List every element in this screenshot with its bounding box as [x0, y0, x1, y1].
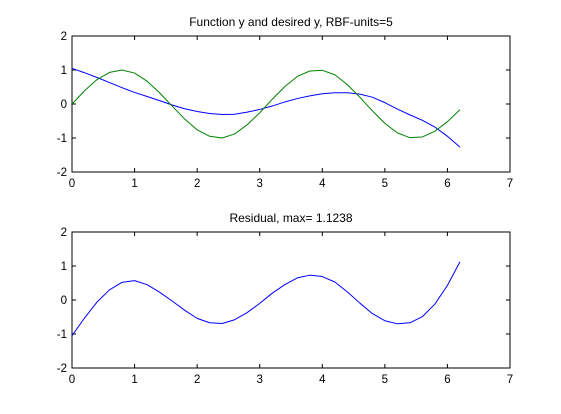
x-tick-label: 0: [69, 374, 75, 386]
y-tick-label: 2: [61, 227, 67, 239]
x-tick-label: 3: [257, 374, 263, 386]
y-tick-label: 2: [61, 31, 67, 43]
y-tick-label: 0: [61, 295, 67, 307]
subplot-2: 0 1 2 3 4 5 6 7 -2 -1 0 1 2 Residual, max= 1.1238: [57, 211, 513, 386]
x-tick-label: 7: [507, 178, 513, 190]
y-tick-label: -2: [57, 363, 67, 375]
x-tick-label: 4: [319, 374, 326, 386]
x-tick-label: 0: [69, 178, 75, 190]
series-line-2-1: [71, 261, 461, 336]
y-tick-label: 0: [61, 99, 67, 111]
y-tick-label: 1: [61, 65, 67, 77]
axes-frame-2: [71, 231, 511, 369]
x-tick-label: 7: [507, 374, 513, 386]
subplot-1: 0 1 2 3 4 5 6 7 -2 -1 0 1 2 Function y and desired y,…: [57, 15, 513, 190]
x-tick-label: 6: [444, 374, 450, 386]
x-tick-label: 3: [257, 178, 263, 190]
x-tick-label: 6: [444, 178, 450, 190]
x-tick-label: 5: [382, 374, 388, 386]
chart-title-1: Function y and desired y, RBF-units=5: [189, 15, 393, 29]
y-tick-label: -2: [57, 167, 67, 179]
axes-frame-1: [71, 35, 511, 173]
x-tick-label: 4: [319, 178, 326, 190]
y-tick-label: -1: [57, 133, 67, 145]
x-tick-label: 2: [194, 178, 200, 190]
y-tick-label: -1: [57, 329, 67, 341]
series-line-1-1: [71, 67, 461, 148]
y-tick-label: 1: [61, 261, 67, 273]
x-tick-label: 1: [131, 178, 137, 190]
x-tick-label: 2: [194, 374, 200, 386]
x-tick-label: 1: [131, 374, 137, 386]
chart-title-2: Residual, max= 1.1238: [229, 211, 352, 225]
x-tick-label: 5: [382, 178, 388, 190]
series-line-1-2: [71, 69, 461, 139]
